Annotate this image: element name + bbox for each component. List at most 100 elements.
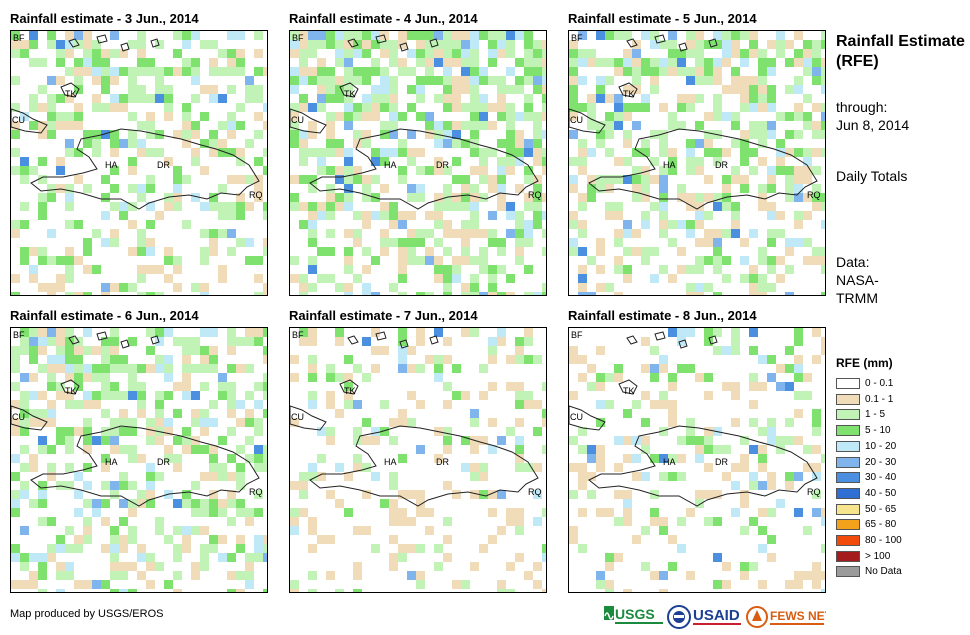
rainfall-cell (155, 526, 164, 535)
rainfall-cell (659, 355, 668, 364)
rainfall-cell (785, 247, 794, 256)
rainfall-cell (227, 49, 236, 58)
rainfall-cell (704, 445, 713, 454)
rainfall-cell (668, 166, 677, 175)
rainfall-cell (506, 148, 515, 157)
legend-swatch (836, 535, 860, 546)
rainfall-cell (470, 103, 479, 112)
rainfall-cell (632, 184, 641, 193)
rainfall-cell (434, 328, 443, 337)
rainfall-cell (380, 229, 389, 238)
rainfall-cell (812, 571, 821, 580)
rainfall-cell (11, 490, 20, 499)
rainfall-cell (236, 238, 245, 247)
rainfall-cell (542, 130, 546, 139)
rainfall-cell (335, 58, 344, 67)
rainfall-cell (38, 409, 47, 418)
rainfall-cell (524, 292, 533, 295)
rainfall-cell (515, 130, 524, 139)
rainfall-cell (173, 589, 182, 592)
through-label: through: (836, 99, 888, 115)
rainfall-cell (614, 31, 623, 40)
rainfall-cell (524, 31, 533, 40)
coastline (429, 335, 439, 345)
rainfall-cell (803, 157, 812, 166)
rainfall-cell (11, 454, 20, 463)
rainfall-cell (803, 58, 812, 67)
rainfall-cell (533, 58, 542, 67)
rainfall-cell (434, 157, 443, 166)
rainfall-cell (20, 409, 29, 418)
rainfall-cell (794, 112, 803, 121)
rainfall-cell (776, 229, 785, 238)
rainfall-cell (749, 292, 758, 295)
rainfall-cell (677, 247, 686, 256)
rainfall-cell (524, 202, 533, 211)
map-label-bf: BF (292, 33, 304, 43)
rainfall-cell (326, 148, 335, 157)
rainfall-cell (227, 364, 236, 373)
rainfall-cell (704, 328, 713, 337)
rainfall-cell (209, 472, 218, 481)
rainfall-cell (749, 130, 758, 139)
rainfall-cell (515, 139, 524, 148)
rainfall-cell (38, 418, 47, 427)
rainfall-cell (398, 148, 407, 157)
rainfall-cell (812, 418, 821, 427)
rainfall-cell (101, 193, 110, 202)
rainfall-cell (200, 427, 209, 436)
rainfall-cell (713, 202, 722, 211)
rainfall-cell (695, 94, 704, 103)
rainfall-cell (488, 490, 497, 499)
rainfall-cell (155, 391, 164, 400)
rainfall-cell (686, 328, 695, 337)
rainfall-cell (182, 544, 191, 553)
legend-swatch (836, 378, 860, 389)
rainfall-cell (299, 67, 308, 76)
rainfall-cell (704, 193, 713, 202)
rainfall-cell (209, 328, 218, 337)
rainfall-cell (659, 175, 668, 184)
rainfall-cell (227, 472, 236, 481)
rainfall-cell (317, 40, 326, 49)
rainfall-cell (335, 85, 344, 94)
rainfall-cell (101, 364, 110, 373)
rainfall-cell (137, 31, 146, 40)
rainfall-cell (335, 589, 344, 592)
rainfall-cell (596, 238, 605, 247)
rainfall-cell (470, 292, 479, 295)
rainfall-cell (569, 76, 578, 85)
rainfall-cell (758, 274, 767, 283)
rainfall-cell (146, 481, 155, 490)
rainfall-cell (173, 184, 182, 193)
rainfall-cell (137, 364, 146, 373)
rainfall-cell (11, 229, 20, 238)
rainfall-cell (578, 202, 587, 211)
rainfall-cell (695, 139, 704, 148)
rainfall-cell (749, 472, 758, 481)
rainfall-cell (29, 274, 38, 283)
rainfall-cell (263, 148, 267, 157)
rainfall-cell (524, 265, 533, 274)
usgs-logo: USGS (604, 606, 663, 624)
rainfall-cell (182, 58, 191, 67)
rainfall-cell (254, 85, 263, 94)
rainfall-cell (641, 184, 650, 193)
rainfall-cell (569, 463, 578, 472)
rainfall-cell (632, 148, 641, 157)
rainfall-cell (695, 265, 704, 274)
rainfall-cell (335, 139, 344, 148)
rainfall-cell (695, 283, 704, 292)
rainfall-cell (362, 265, 371, 274)
legend-swatch (836, 409, 860, 421)
coastline (626, 38, 638, 48)
rainfall-cell (56, 481, 65, 490)
rainfall-cell (407, 148, 416, 157)
rainfall-cell (767, 229, 776, 238)
rainfall-cell (614, 121, 623, 130)
rainfall-cell (497, 175, 506, 184)
rainfall-cell (308, 229, 317, 238)
rainfall-cell (74, 103, 83, 112)
rainfall-cell (371, 175, 380, 184)
rainfall-cell (524, 355, 533, 364)
